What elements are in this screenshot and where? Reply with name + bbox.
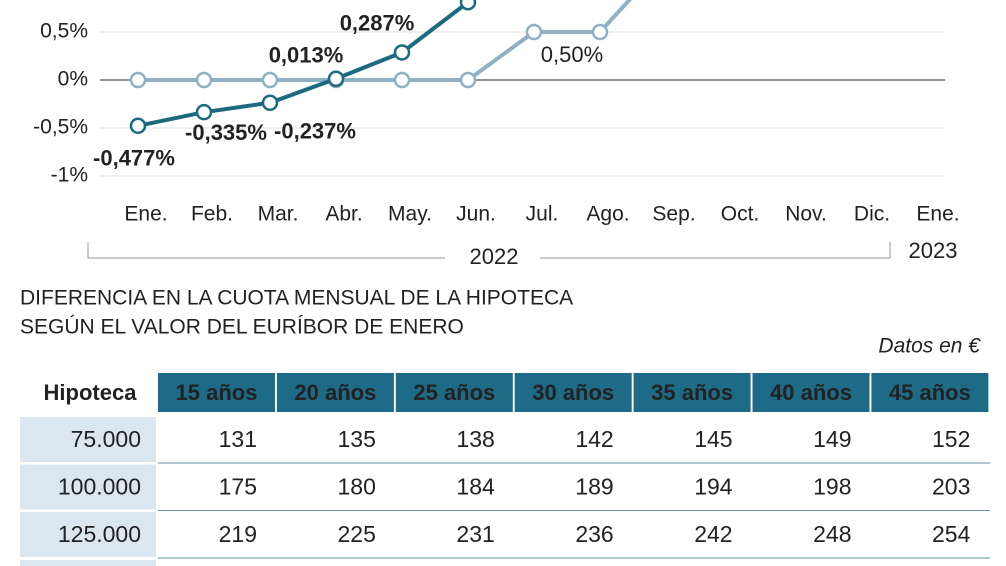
header-cell: [276, 373, 394, 412]
marker: [261, 71, 279, 89]
x-tick-label: Ene.: [124, 203, 167, 226]
cell: 194: [694, 474, 733, 500]
year-label: 2023: [909, 238, 958, 263]
cell: 198: [813, 474, 851, 500]
marker: [261, 94, 279, 112]
cell: 225: [338, 521, 376, 547]
row-head-cell: [20, 512, 156, 557]
cell: 231: [456, 521, 494, 547]
table-note: Datos en €: [878, 335, 981, 358]
header-cell: [514, 373, 632, 412]
data-label: -0,335%: [185, 120, 267, 145]
marker: [195, 103, 213, 121]
line: [137, 0, 470, 128]
cell: 175: [219, 474, 257, 500]
header-label: 25 años: [413, 380, 495, 405]
year-bracket: [87, 242, 891, 259]
marker: [393, 44, 411, 61]
cell: 145: [694, 426, 732, 452]
cell: 219: [219, 521, 257, 547]
x-tick-label: Sep.: [652, 203, 695, 226]
marker: [591, 23, 609, 41]
y-tick-label: -0,5%: [33, 116, 88, 139]
x-tick-label: Jul.: [526, 203, 559, 226]
table: DIFERENCIA EN LA CUOTA MENSUAL DE LA HIP…: [20, 287, 990, 566]
cell: 152: [932, 426, 970, 452]
header-label: Hipoteca: [44, 380, 138, 405]
cell: 184: [456, 474, 495, 500]
header-label: 45 años: [889, 380, 971, 405]
series: [129, 0, 477, 135]
cell: 180: [338, 474, 376, 500]
marker: [525, 23, 543, 41]
table-title: DIFERENCIA EN LA CUOTA MENSUAL DE LA HIP…: [20, 287, 573, 310]
marker: [459, 71, 477, 89]
data-label: 0,013%: [269, 43, 344, 68]
cell: 149: [813, 426, 851, 452]
header-label: 40 años: [770, 380, 852, 405]
x-tick-label: Abr.: [325, 203, 362, 226]
cell: 138: [456, 426, 494, 452]
row-head: 100.000: [58, 474, 141, 500]
header-label: 20 años: [294, 380, 376, 405]
chart: -1% -0,5% 0% 0,5% Ene. Feb. Mar. Abr. May. Jun. Ju…: [33, 0, 960, 269]
header-cell: [633, 373, 751, 412]
marker: [129, 71, 147, 89]
x-tick-label: Jun.: [456, 203, 496, 226]
x-tick-label: Dic.: [854, 203, 890, 226]
y-tick-label: 0%: [58, 68, 88, 91]
cell: 142: [575, 426, 613, 452]
x-tick-label: Oct.: [721, 203, 760, 226]
marker: [327, 70, 345, 88]
table-title: SEGÚN EL VALOR DEL EURÍBOR DE ENERO: [20, 316, 464, 339]
marker: [393, 71, 411, 89]
cell: 203: [932, 474, 970, 500]
header-cell: [752, 373, 870, 412]
row-head-cell: [20, 464, 156, 510]
cell: 131: [219, 426, 257, 452]
row-head: 75.000: [71, 426, 141, 452]
cell: 242: [694, 521, 732, 547]
header-label: 15 años: [176, 380, 258, 405]
header-label: 30 años: [532, 380, 614, 405]
cell: 189: [575, 474, 613, 500]
header-cell: [158, 373, 275, 412]
header-cell: [871, 373, 989, 412]
x-tick-label: Mar.: [258, 203, 299, 226]
marker: [129, 117, 147, 135]
x-tick-label: Nov.: [785, 203, 827, 226]
x-tick-label: Ene.: [916, 203, 959, 226]
row-head: 125.000: [58, 521, 141, 547]
y-tick-label: -1%: [51, 164, 88, 187]
cell: 254: [932, 521, 971, 547]
marker: [195, 71, 213, 89]
row-head-cell: [20, 417, 156, 462]
data-label: -0,237%: [274, 119, 356, 144]
cell: 236: [575, 521, 613, 547]
marker: [459, 0, 477, 11]
data-label: 0,287%: [340, 10, 415, 35]
x-tick-label: Feb.: [191, 203, 233, 226]
cell: 135: [338, 426, 376, 452]
year-label: 2022: [470, 244, 519, 269]
data-label: -0,477%: [93, 146, 175, 171]
header-cell: [395, 373, 513, 412]
x-tick-label: May.: [388, 203, 432, 226]
y-tick-label: 0,5%: [40, 20, 88, 43]
x-tick-label: Ago.: [586, 203, 629, 226]
data-label: 0,50%: [541, 42, 603, 67]
row-head-cell: [20, 560, 156, 566]
header-label: 35 años: [651, 380, 733, 405]
cell: 248: [813, 521, 851, 547]
